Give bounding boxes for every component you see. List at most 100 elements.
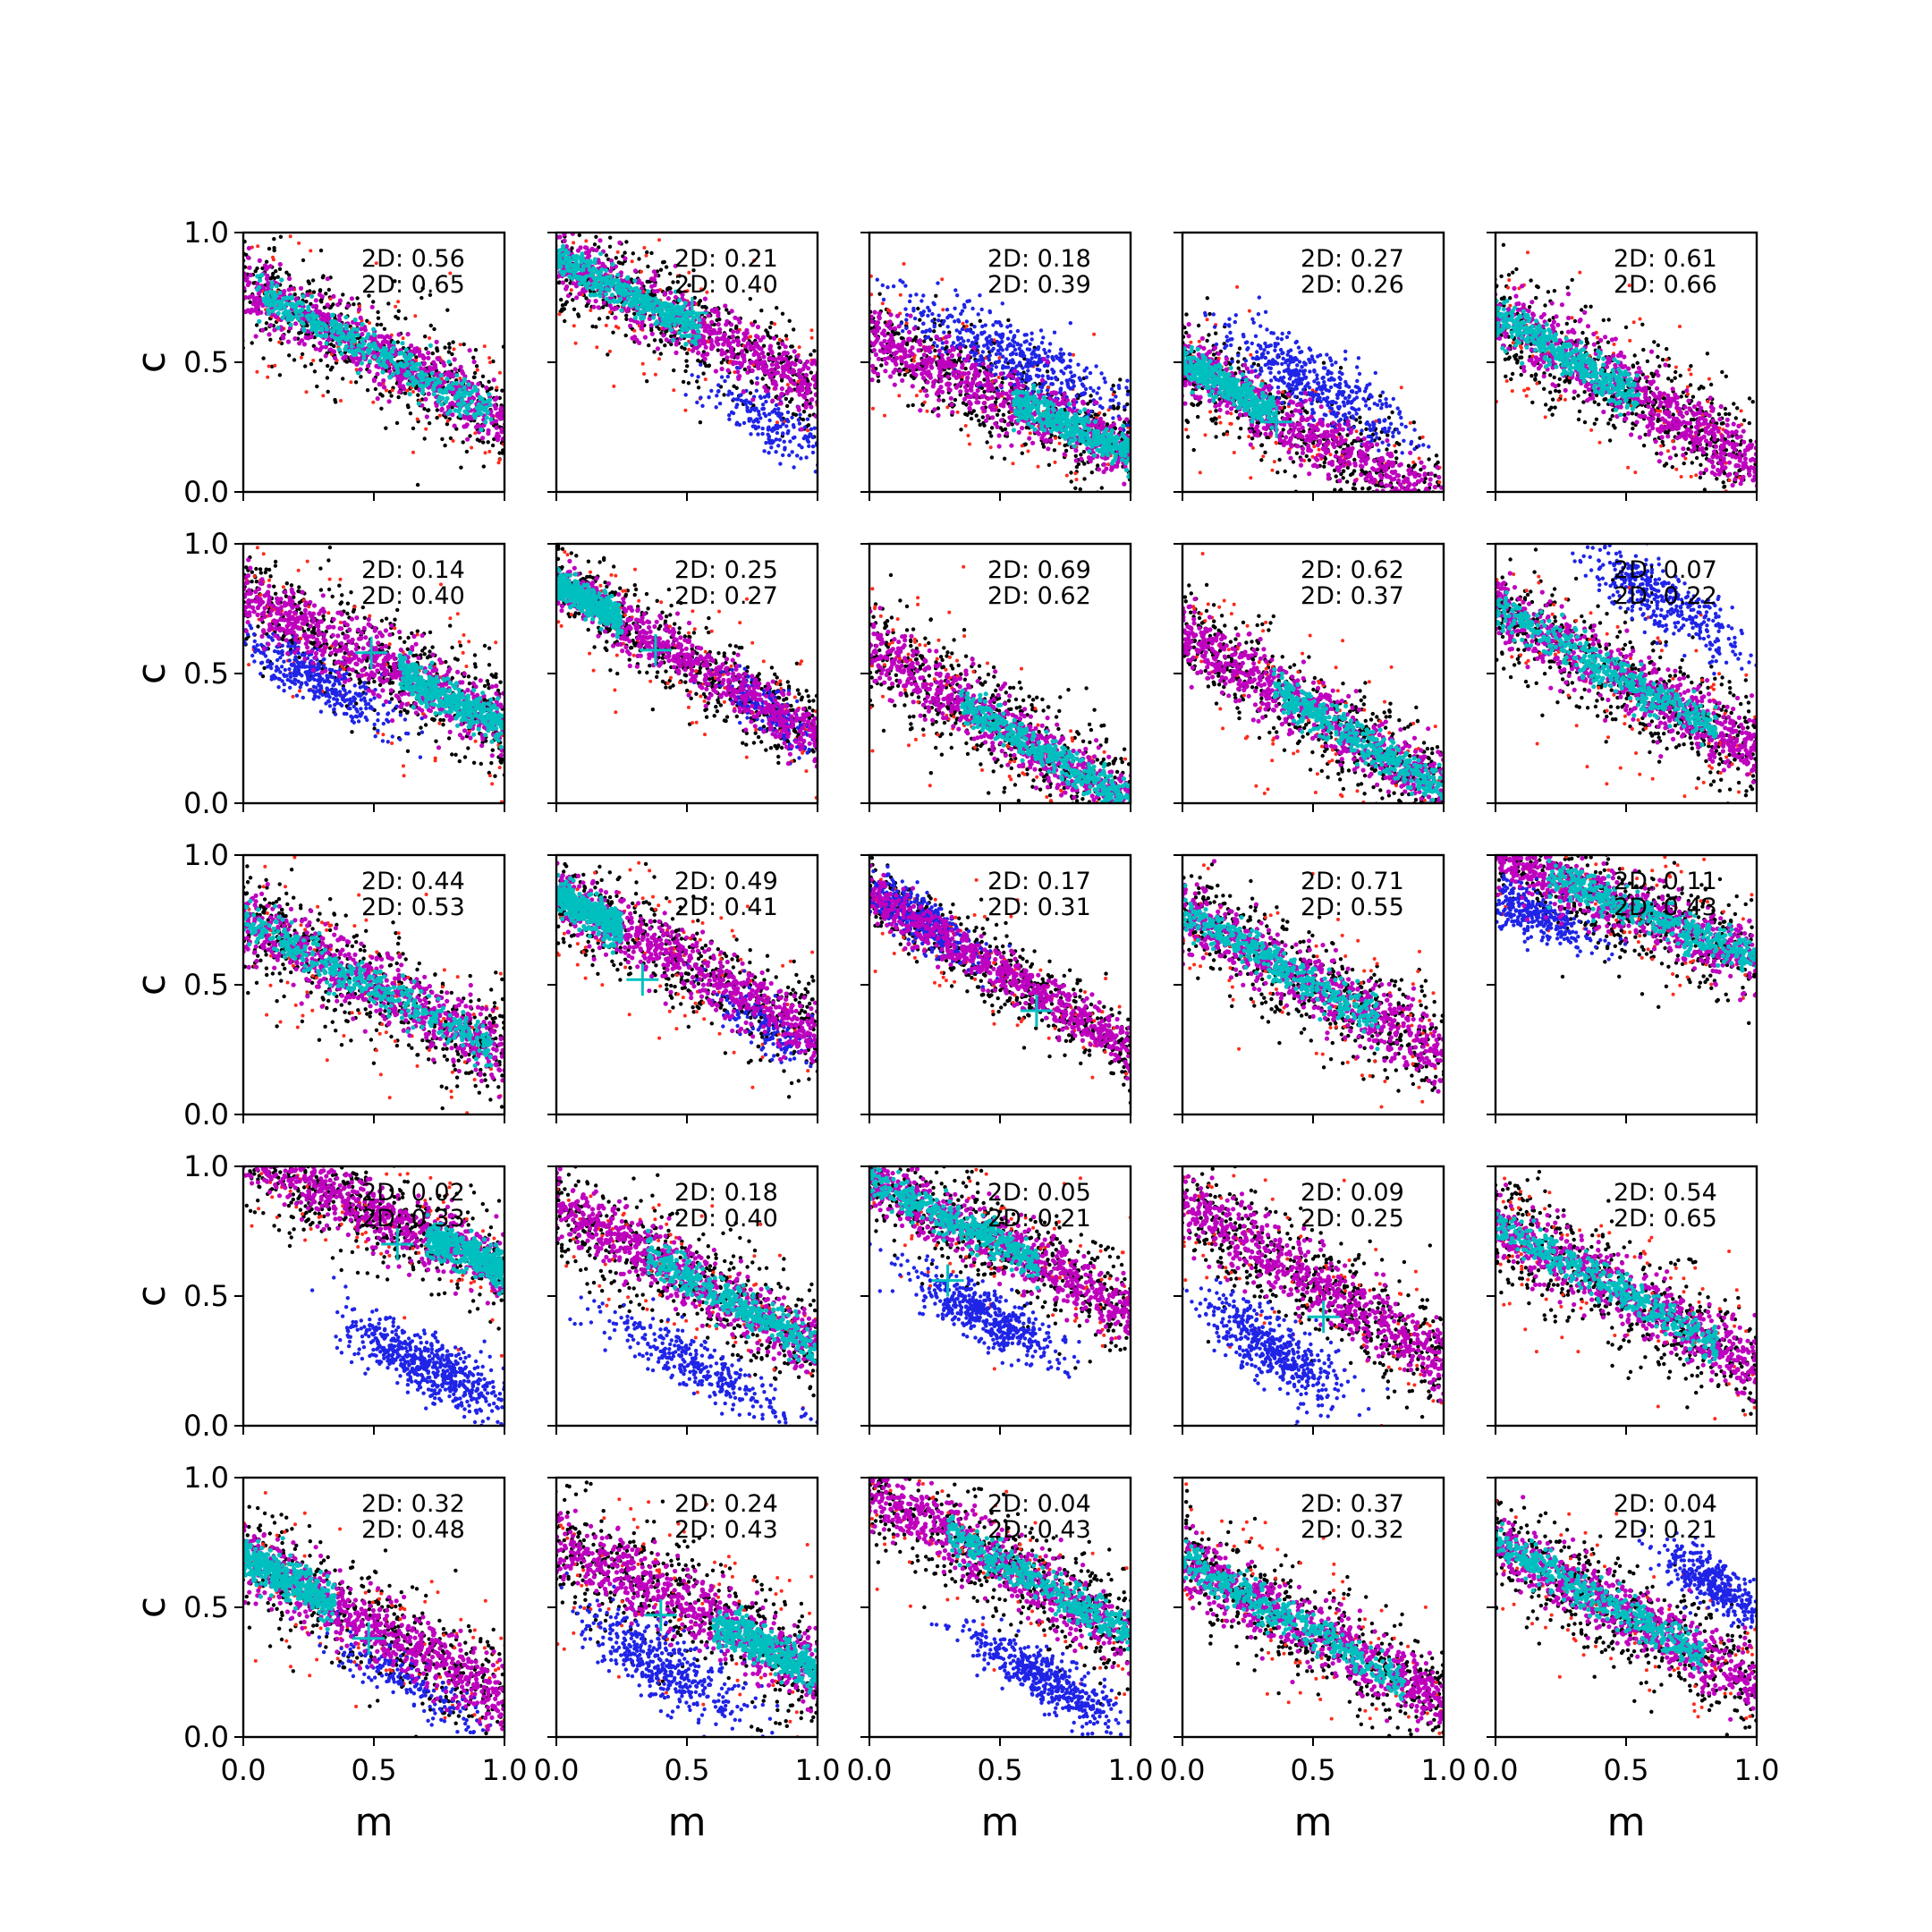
scatter-point <box>739 393 743 397</box>
scatter-point <box>1030 352 1034 356</box>
scatter-point <box>1009 386 1014 390</box>
scatter-point <box>683 408 688 412</box>
scatter-point <box>422 407 427 411</box>
scatter-point <box>336 313 343 318</box>
scatter-point <box>745 405 750 410</box>
scatter-point <box>464 449 470 454</box>
scatter-point <box>331 323 336 328</box>
scatter-point <box>979 331 984 335</box>
scatter-point <box>445 308 450 312</box>
scatter-point <box>789 344 793 349</box>
scatter-point <box>723 303 728 309</box>
scatter-point <box>631 251 635 256</box>
scatter-point <box>461 440 465 445</box>
scatter-point <box>275 325 281 331</box>
scatter-point <box>1058 352 1063 356</box>
scatter-point <box>1049 376 1054 381</box>
scatter-point <box>402 391 408 395</box>
scatter-point <box>766 333 770 338</box>
scatter-point <box>809 397 814 402</box>
scatter-point <box>1125 423 1131 428</box>
scatter-point <box>665 301 670 307</box>
scatter-point <box>311 316 317 321</box>
scatter-point <box>368 348 373 353</box>
scatter-point <box>995 339 1000 344</box>
scatter-point <box>480 436 486 441</box>
scatter-point <box>1095 391 1099 395</box>
scatter-point <box>471 375 477 379</box>
scatter-point <box>1063 443 1067 448</box>
scatter-point <box>904 341 910 345</box>
scatter-point <box>719 366 724 372</box>
scatter-point <box>930 318 935 323</box>
scatter-point <box>994 319 998 325</box>
scatter-point <box>930 311 935 317</box>
scatter-point <box>243 294 249 301</box>
scatter-point <box>1053 460 1057 464</box>
scatter-point <box>775 364 780 369</box>
scatter-point <box>496 434 502 439</box>
scatter-point <box>722 351 728 356</box>
scatter-point <box>639 303 645 309</box>
scatter-point <box>741 420 747 426</box>
scatter-point <box>876 378 881 384</box>
scatter-point <box>608 274 614 279</box>
scatter-point <box>318 248 324 253</box>
scatter-point <box>970 340 975 345</box>
scatter-point <box>933 348 937 353</box>
scatter-point <box>781 421 785 427</box>
scatter-point <box>318 288 323 292</box>
scatter-point <box>701 317 707 322</box>
scatter-point <box>780 366 785 371</box>
scatter-point <box>969 416 974 421</box>
scatter-point <box>777 337 782 342</box>
scatter-point <box>975 334 980 338</box>
scatter-point <box>487 397 493 402</box>
scatter-point <box>978 422 982 428</box>
scatter-point <box>922 400 927 404</box>
scatter-point <box>722 332 728 337</box>
scatter-point <box>487 379 491 384</box>
scatter-point <box>753 360 758 365</box>
scatter-point <box>300 352 305 357</box>
scatter-point <box>743 402 748 406</box>
scatter-point <box>820 413 824 417</box>
scatter-point <box>301 321 306 326</box>
scatter-point <box>1059 347 1063 352</box>
scatter-point <box>439 402 445 407</box>
scatter-point <box>903 307 908 311</box>
scatter-point <box>730 391 734 396</box>
scatter-point <box>640 269 643 274</box>
scatter-point <box>386 301 391 306</box>
scatter-point <box>928 337 934 342</box>
scatter-point <box>311 290 317 294</box>
scatter-point <box>801 436 806 441</box>
scatter-point <box>591 281 597 286</box>
scatter-point <box>589 267 594 273</box>
scatter-point <box>932 323 937 327</box>
scatter-point <box>1014 377 1020 383</box>
scatter-point <box>1109 386 1114 392</box>
scatter-point <box>707 325 713 330</box>
scatter-point <box>797 443 801 447</box>
scatter-point <box>624 317 629 321</box>
scatter-point <box>1091 388 1096 394</box>
scatter-point <box>621 302 626 308</box>
scatter-point <box>796 407 801 412</box>
scatter-point <box>394 420 400 426</box>
scatter-point <box>428 336 432 340</box>
scatter-point <box>1024 372 1030 377</box>
scatter-point <box>760 402 766 407</box>
scatter-point <box>349 296 354 301</box>
scatter-point <box>748 346 753 352</box>
scatter-point <box>700 352 706 358</box>
scatter-point <box>1094 364 1098 369</box>
scatter-point <box>483 451 487 455</box>
scatter-point <box>277 290 283 295</box>
scatter-point <box>665 318 671 323</box>
scatter-point <box>688 333 693 338</box>
scatter-point <box>322 305 326 309</box>
scatter-point <box>606 281 612 286</box>
scatter-point <box>326 287 331 292</box>
scatter-point <box>767 346 773 352</box>
